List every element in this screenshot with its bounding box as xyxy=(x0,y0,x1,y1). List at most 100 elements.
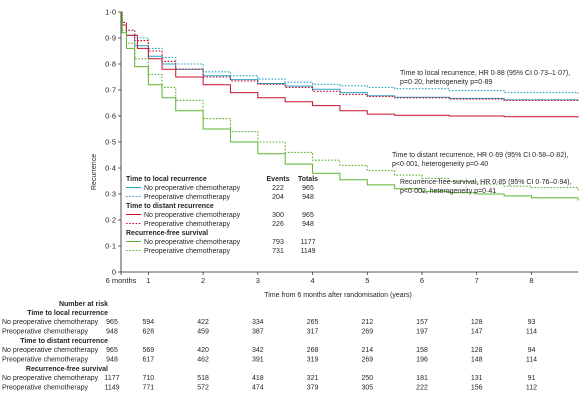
legend-label: No preoperative chemotherapy xyxy=(144,185,241,192)
curve-distant_no xyxy=(121,11,579,118)
risk-value: 422 xyxy=(197,319,209,326)
risk-row-label: Preoperative chemotherapy xyxy=(2,329,88,336)
legend-totals: 965 xyxy=(302,185,314,192)
risk-value: 321 xyxy=(307,375,319,382)
legend-events: 731 xyxy=(272,248,284,255)
annotation-text: Time to distant recurrence, HR 0·69 (95%… xyxy=(392,152,568,159)
y-tick-label: 0·4 xyxy=(105,164,116,173)
risk-value: 128 xyxy=(471,319,483,326)
risk-table-title: Number at risk xyxy=(59,301,108,308)
annotation-text: p<0·002, heterogeneity p=0·41 xyxy=(400,188,496,195)
y-tick-label: 0·7 xyxy=(105,86,116,95)
risk-value: 181 xyxy=(416,375,428,382)
risk-row-label: Preoperative chemotherapy xyxy=(2,385,88,392)
legend-totals: 965 xyxy=(302,212,314,219)
legend-col-totals: Totals xyxy=(298,176,318,183)
risk-group-title: Time to local recurrence xyxy=(27,310,108,317)
risk-value: 128 xyxy=(471,347,483,354)
legend-totals: 948 xyxy=(302,221,314,228)
risk-value: 334 xyxy=(252,319,264,326)
risk-value: 948 xyxy=(106,357,118,364)
risk-value: 569 xyxy=(143,347,155,354)
y-tick-label: 0 xyxy=(112,268,116,277)
risk-value: 1177 xyxy=(104,375,119,382)
x-tick-label: 1 xyxy=(146,276,150,285)
risk-row-label: No preoperative chemotherapy xyxy=(2,319,99,326)
y-tick-label: 0·9 xyxy=(105,34,116,43)
legend-events: 793 xyxy=(272,239,284,246)
legend-group-title: Time to local recurrence xyxy=(126,176,207,183)
risk-value: 269 xyxy=(361,357,373,364)
risk-value: 94 xyxy=(528,347,536,354)
risk-value: 459 xyxy=(197,329,209,336)
curve-rfs_no xyxy=(121,11,579,201)
risk-value: 342 xyxy=(252,347,264,354)
legend-events: 222 xyxy=(272,185,284,192)
risk-row-label: Preoperative chemotherapy xyxy=(2,357,88,364)
risk-value: 268 xyxy=(307,347,319,354)
risk-group-title: Recurrence-free survival xyxy=(26,366,108,373)
risk-value: 305 xyxy=(361,385,373,392)
risk-value: 594 xyxy=(143,319,155,326)
risk-value: 197 xyxy=(416,329,428,336)
risk-value: 965 xyxy=(106,319,118,326)
risk-row-label: No preoperative chemotherapy xyxy=(2,375,99,382)
risk-value: 93 xyxy=(528,319,536,326)
risk-value: 391 xyxy=(252,357,264,364)
y-tick-label: 0·8 xyxy=(105,60,116,69)
risk-value: 771 xyxy=(143,385,155,392)
risk-value: 572 xyxy=(197,385,209,392)
legend-label: Preoperative chemotherapy xyxy=(144,248,230,255)
y-tick-label: 0·5 xyxy=(105,138,116,147)
x-tick-label: 2 xyxy=(201,276,205,285)
annotations: Time to local recurrence, HR 0·88 (95% C… xyxy=(392,70,572,195)
risk-row-label: No preoperative chemotherapy xyxy=(2,347,99,354)
risk-value: 196 xyxy=(416,357,428,364)
risk-value: 965 xyxy=(106,347,118,354)
legend-totals: 948 xyxy=(302,194,314,201)
x-tick-label: 3 xyxy=(256,276,260,285)
risk-value: 157 xyxy=(416,319,428,326)
curve-local_pre xyxy=(121,11,579,94)
legend-events: 204 xyxy=(272,194,284,201)
risk-value: 214 xyxy=(361,347,373,354)
legend-totals: 1149 xyxy=(300,248,315,255)
risk-value: 222 xyxy=(416,385,428,392)
y-tick-label: 0·6 xyxy=(105,112,116,121)
annotation-text: p<0·001, heterogeneity p=0·40 xyxy=(392,161,488,168)
risk-value: 265 xyxy=(307,319,319,326)
legend-group-title: Recurrence-free survival xyxy=(126,230,208,237)
legend-col-events: Events xyxy=(267,176,290,183)
x-tick-label: 6 months xyxy=(106,276,137,285)
risk-value: 114 xyxy=(526,329,537,336)
risk-value: 131 xyxy=(471,375,483,382)
legend-label: No preoperative chemotherapy xyxy=(144,212,241,219)
legend-events: 226 xyxy=(272,221,284,228)
risk-table: Number at risk Time to local recurrence No… xyxy=(2,301,537,392)
risk-value: 112 xyxy=(526,385,537,392)
risk-value: 628 xyxy=(143,329,155,336)
risk-value: 1149 xyxy=(104,385,119,392)
y-tick-label: 0·2 xyxy=(105,216,116,225)
risk-value: 474 xyxy=(252,385,264,392)
risk-value: 617 xyxy=(143,357,155,364)
x-tick-label: 6 xyxy=(420,276,424,285)
x-tick-label: 8 xyxy=(529,276,533,285)
risk-value: 212 xyxy=(361,319,373,326)
risk-value: 148 xyxy=(471,357,483,364)
x-tick-label: 7 xyxy=(475,276,479,285)
curve-distant_pre xyxy=(121,11,579,102)
risk-value: 948 xyxy=(106,329,118,336)
risk-value: 518 xyxy=(197,375,209,382)
risk-value: 114 xyxy=(526,357,537,364)
y-axis-label: Recurrence xyxy=(91,154,98,190)
legend-events: 300 xyxy=(272,212,284,219)
risk-value: 269 xyxy=(361,329,373,336)
legend: Events Totals Time to local recurrence No p… xyxy=(126,176,318,255)
legend-label: No preoperative chemotherapy xyxy=(144,239,241,246)
risk-value: 418 xyxy=(252,375,264,382)
axes: 0 0·1 0·2 0·3 0·4 0·5 0·6 0·7 0·8 0·9 1·0 6 months 1… xyxy=(105,8,578,285)
legend-label: Preoperative chemotherapy xyxy=(144,194,230,201)
risk-value: 91 xyxy=(528,375,536,382)
